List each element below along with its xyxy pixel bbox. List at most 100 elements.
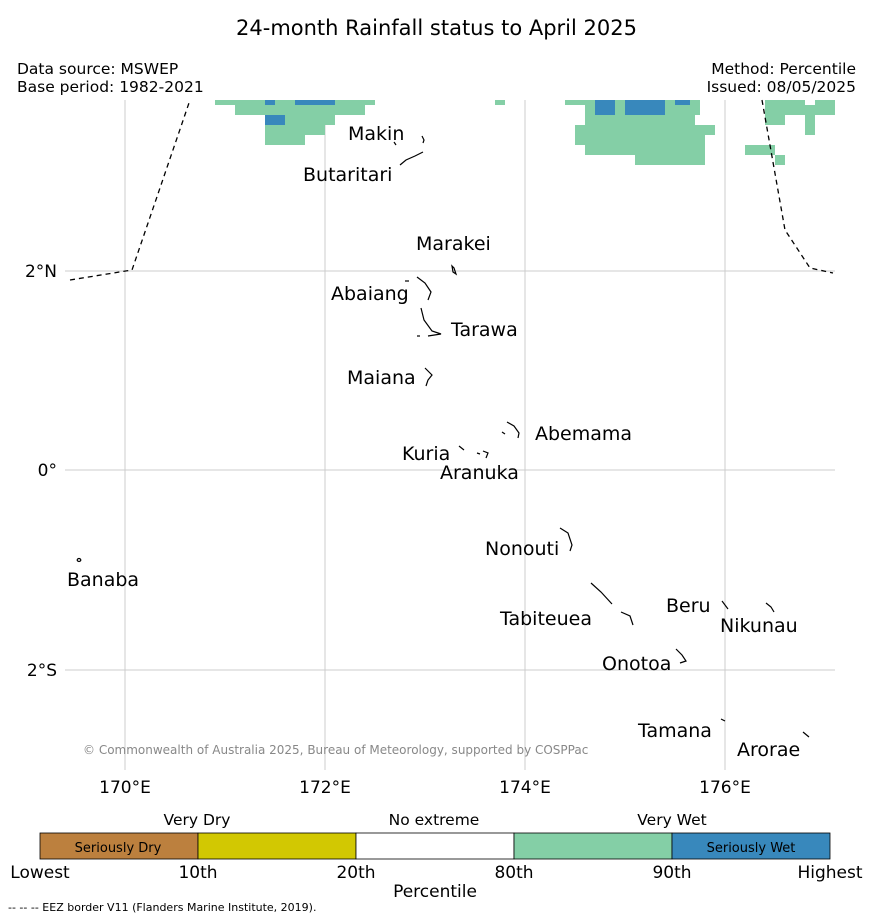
legend-label-seriously-wet: Seriously Wet	[707, 841, 796, 856]
legend-category-no-extreme: No extreme	[389, 811, 480, 829]
place-label-beru: Beru	[666, 595, 711, 617]
legend-tick-90th: 90th	[652, 863, 691, 883]
tarawa-coast	[420, 307, 442, 337]
coastlines	[76, 135, 810, 738]
very-wet-cell	[495, 100, 505, 105]
very-wet-cell	[765, 115, 785, 125]
legend-tick-20th: 20th	[336, 863, 375, 883]
legend-label-seriously-dry: Seriously Dry	[75, 841, 162, 856]
place-label-makin: Makin	[348, 123, 404, 145]
lat-label-2s: 2°S	[27, 661, 57, 681]
place-labels: Makin Butaritari Marakei Abaiang Tarawa …	[67, 123, 800, 761]
eez-border-east	[761, 99, 834, 274]
seriously-wet-cell	[625, 100, 665, 115]
graticule	[65, 100, 835, 770]
lat-label-0: 0°	[38, 461, 57, 481]
tamana-coast	[720, 718, 726, 722]
place-label-marakei: Marakei	[416, 233, 491, 255]
method-label: Method: Percentile	[711, 60, 856, 78]
abaiang-coast	[416, 276, 432, 301]
seriously-wet-cell	[265, 115, 285, 125]
method-info: Method: Percentile Issued: 08/05/2025	[707, 60, 856, 96]
abemama-islet	[501, 431, 506, 435]
very-wet-cell	[585, 145, 705, 155]
seriously-wet-cell	[295, 100, 335, 105]
place-label-arorae: Arorae	[737, 739, 800, 761]
very-wet-cell	[265, 125, 325, 135]
place-label-kuria: Kuria	[402, 443, 450, 465]
legend-tick-10th: 10th	[178, 863, 217, 883]
very-wet-cell	[805, 105, 815, 135]
very-wet-cell	[265, 115, 335, 125]
legend-segment-seriously-dry	[39, 832, 199, 860]
very-wet-cell	[235, 105, 365, 115]
place-label-banaba: Banaba	[67, 569, 139, 591]
seriously-wet-cell	[265, 100, 275, 105]
place-label-abemama: Abemama	[535, 423, 632, 445]
map-title: 24-month Rainfall status to April 2025	[236, 16, 637, 40]
abemama-coast	[506, 421, 520, 439]
legend-tick-80th: 80th	[494, 863, 533, 883]
legend-segment-no-extreme	[355, 832, 515, 860]
place-label-tarawa: Tarawa	[450, 319, 518, 341]
data-source-label: Data source: MSWEP	[17, 60, 179, 78]
marakei-coast	[451, 264, 458, 276]
very-wet-cell	[635, 155, 705, 165]
seriously-wet-cells	[265, 100, 690, 125]
onotoa-coast	[675, 648, 687, 664]
legend-title: Percentile	[393, 882, 477, 902]
place-label-aranuka: Aranuka	[440, 462, 519, 484]
makin-coast	[421, 135, 425, 144]
lon-label-172e: 172°E	[299, 778, 351, 798]
legend-tick-lowest: Lowest	[10, 863, 70, 883]
legend-categories: Very Dry No extreme Very Wet	[164, 811, 707, 829]
nikunau-coast	[765, 602, 775, 613]
place-label-tabiteuea: Tabiteuea	[499, 608, 592, 630]
base-period-label: Base period: 1982-2021	[17, 78, 204, 96]
aranuka-coast	[482, 450, 489, 459]
legend-ticks: Lowest 10th 20th 80th 90th Highest	[10, 863, 863, 883]
very-wet-cells	[215, 100, 835, 165]
eez-border-west	[69, 99, 191, 281]
very-wet-cell	[585, 115, 695, 125]
banaba-coast	[76, 557, 82, 563]
lon-label-170e: 170°E	[99, 778, 151, 798]
very-wet-cell	[765, 100, 805, 115]
legend-tick-highest: Highest	[797, 863, 862, 883]
very-wet-cell	[265, 135, 305, 145]
axis-labels: 170°E 172°E 174°E 176°E 2°N 0° 2°S	[25, 262, 751, 798]
arorae-coast	[802, 731, 810, 738]
tabiteuea-north-coast	[590, 582, 613, 605]
place-label-tamana: Tamana	[637, 720, 712, 742]
very-wet-cell	[745, 145, 775, 155]
kuria-coast	[458, 445, 465, 451]
lat-label-2n: 2°N	[25, 262, 57, 282]
legend-category-very-dry: Very Dry	[164, 811, 231, 829]
place-label-maiana: Maiana	[347, 367, 416, 389]
place-label-abaiang: Abaiang	[331, 283, 409, 305]
nonouti-coast	[559, 527, 573, 552]
very-wet-cell	[815, 100, 835, 115]
very-wet-cell	[775, 155, 785, 165]
eez-border	[69, 99, 834, 281]
legend-segment-labels: Seriously Dry Seriously Wet	[75, 841, 796, 856]
lon-label-176e: 176°E	[699, 778, 751, 798]
issued-label: Issued: 08/05/2025	[706, 78, 856, 96]
place-label-butaritari: Butaritari	[303, 164, 392, 186]
beru-coast	[721, 600, 729, 610]
maiana-coast	[424, 367, 433, 387]
data-info: Data source: MSWEP Base period: 1982-202…	[17, 60, 204, 96]
legend-segment-seriously-wet	[671, 832, 831, 860]
butaritari-islet	[393, 141, 397, 146]
legend-segment-very-wet	[513, 832, 673, 860]
legend-segment-very-dry	[197, 832, 357, 860]
tabiteuea-south-coast	[620, 611, 634, 626]
seriously-wet-cell	[675, 100, 690, 105]
eez-footnote: -- -- -- EEZ border V11 (Flanders Marine…	[8, 901, 316, 914]
very-wet-cell	[575, 135, 705, 145]
place-label-onotoa: Onotoa	[602, 653, 671, 675]
place-label-nikunau: Nikunau	[720, 615, 798, 637]
place-label-nonouti: Nonouti	[485, 538, 559, 560]
lon-label-174e: 174°E	[499, 778, 551, 798]
